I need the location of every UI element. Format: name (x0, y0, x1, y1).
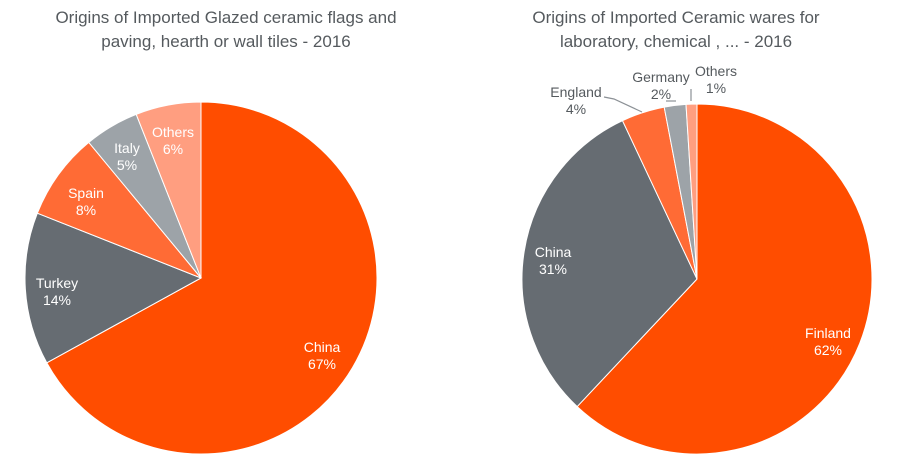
chart-title-labware-line-2: laboratory, chemical , ... - 2016 (559, 32, 793, 51)
pie-tiles-label-spain: Spain 8% (68, 185, 104, 218)
pie-labware-label-china-value: 31% (539, 261, 567, 277)
pie-tiles-label-italy-name: Italy (114, 140, 140, 156)
pie-labware-label-china-name: China (535, 244, 572, 260)
pie-tiles-label-others: Others 6% (152, 124, 194, 157)
pie-tiles: China 67% Turkey 14% Spain 8% Italy 5% Others 6% (24, 101, 378, 455)
pie-tiles-label-china-value: 67% (308, 356, 336, 372)
pie-tiles-slice-others (135, 101, 202, 279)
pie-tiles-label-italy-value: 5% (117, 157, 137, 173)
pie-tiles-label-italy: Italy 5% (114, 140, 140, 173)
pie-tiles-slice-turkey (24, 212, 203, 364)
pie-tiles-label-others-name: Others (152, 124, 194, 140)
pie-labware-label-england-value: 4% (566, 101, 586, 117)
pie-tiles-label-turkey: Turkey 14% (36, 275, 78, 308)
pie-labware-label-germany-name: Germany (632, 69, 690, 85)
pie-tiles-label-china-name: China (304, 339, 341, 355)
pie-tiles-slice-china (46, 101, 378, 455)
pie-labware-label-england: England 4% (550, 84, 601, 117)
pie-labware-slice-finland (576, 103, 873, 455)
pie-labware-label-others-value: 1% (706, 80, 726, 96)
pie-labware-slice-others (685, 103, 698, 280)
pie-labware-label-others: Others 1% (695, 63, 737, 96)
pie-tiles-label-turkey-name: Turkey (36, 275, 78, 291)
pie-tiles-label-china: China 67% (304, 339, 341, 372)
pie-tiles-slice-spain (36, 141, 202, 279)
pie-labware-label-finland-name: Finland (805, 325, 851, 341)
pie-tiles-label-turkey-value: 14% (43, 292, 71, 308)
pie-labware-label-england-name: England (550, 84, 601, 100)
pie-labware-label-germany-value: 2% (651, 86, 671, 102)
pie-labware: Finland 62%China 31%England 4%Germany 2%Othe… (521, 63, 873, 455)
pie-tiles-label-spain-value: 8% (76, 202, 96, 218)
chart-title-tiles-line-2: paving, hearth or wall tiles - 2016 (101, 32, 351, 51)
chart-title-tiles-line-1: Origins of Imported Glazed ceramic flags… (55, 8, 397, 27)
chart-title-labware: Origins of Imported Ceramic wares for la… (456, 6, 896, 54)
pie-labware-label-finland: Finland 62% (805, 325, 851, 358)
pie-labware-label-china: China 31% (535, 244, 572, 277)
pie-labware-label-others-name: Others (695, 63, 737, 79)
chart-title-labware-line-1: Origins of Imported Ceramic wares for (532, 8, 820, 27)
pie-tiles-label-spain-name: Spain (68, 185, 104, 201)
pie-labware-label-germany: Germany 2% (632, 69, 690, 102)
pie-labware-leader-england (603, 96, 643, 113)
pie-labware-slice-china (521, 119, 698, 408)
pie-labware-label-finland-value: 62% (814, 342, 842, 358)
chart-title-tiles: Origins of Imported Glazed ceramic flags… (6, 6, 446, 54)
pie-tiles-label-others-value: 6% (163, 141, 183, 157)
